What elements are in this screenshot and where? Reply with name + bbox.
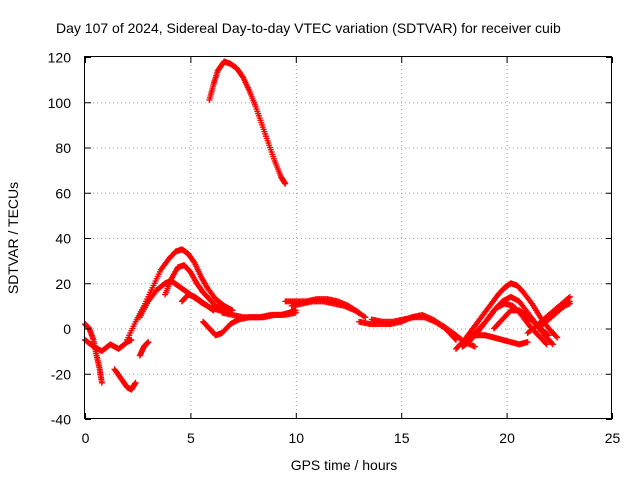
y-tick-label: 80 bbox=[55, 140, 71, 156]
data-point bbox=[524, 339, 531, 346]
data-point bbox=[566, 300, 573, 307]
x-tick-label: 10 bbox=[289, 430, 305, 446]
series-arc-15 bbox=[368, 314, 449, 332]
y-tick-label: 60 bbox=[55, 185, 71, 201]
y-tick-label: -20 bbox=[51, 366, 71, 382]
series-arc-5 bbox=[124, 246, 236, 343]
series-arc-10 bbox=[206, 58, 289, 187]
data-point bbox=[553, 333, 560, 340]
chart-title: Day 107 of 2024, Sidereal Day-to-day VTE… bbox=[56, 20, 561, 36]
data-point bbox=[471, 343, 478, 350]
data-point bbox=[545, 332, 552, 339]
series-arc-20 bbox=[465, 332, 531, 348]
series-arc-11 bbox=[219, 309, 299, 321]
data-point bbox=[544, 331, 551, 338]
y-tick-label: -40 bbox=[51, 412, 71, 428]
series-arc-8 bbox=[178, 291, 217, 314]
data-point bbox=[548, 340, 555, 347]
data-point bbox=[549, 341, 556, 348]
data-point bbox=[543, 341, 550, 348]
x-tick-label: 25 bbox=[605, 430, 621, 446]
data-points bbox=[82, 58, 573, 393]
series-arc-3 bbox=[111, 366, 139, 393]
x-tick-label: 0 bbox=[82, 430, 90, 446]
y-tick-label: 100 bbox=[48, 95, 72, 111]
data-point bbox=[98, 379, 105, 386]
y-tick-label: 40 bbox=[55, 231, 71, 247]
series-arc-7 bbox=[162, 262, 228, 314]
axis-ticks: 0 5 10 15 20 25 -40 -20 0 20 40 60 80 100 120 bbox=[48, 50, 621, 447]
series-arc-24 bbox=[545, 300, 573, 321]
data-point bbox=[145, 339, 152, 346]
series-arc-13 bbox=[288, 298, 369, 321]
data-point bbox=[132, 379, 139, 386]
x-tick-label: 15 bbox=[394, 430, 410, 446]
y-tick-label: 20 bbox=[55, 276, 71, 292]
series-arc-2 bbox=[82, 320, 105, 386]
y-tick-label: 0 bbox=[63, 321, 71, 337]
grid bbox=[85, 57, 612, 419]
x-axis-label: GPS time / hours bbox=[291, 457, 398, 473]
y-axis-label: SDTVAR / TECUs bbox=[5, 182, 21, 294]
data-point bbox=[282, 180, 289, 187]
series-arc-4 bbox=[136, 339, 152, 359]
x-tick-label: 5 bbox=[187, 430, 195, 446]
data-point bbox=[362, 314, 369, 321]
y-tick-label: 120 bbox=[48, 50, 72, 66]
x-tick-label: 20 bbox=[499, 430, 515, 446]
data-point bbox=[292, 309, 299, 316]
data-point bbox=[542, 340, 549, 347]
plot-frame bbox=[84, 56, 612, 419]
data-point bbox=[554, 334, 561, 341]
data-point bbox=[361, 313, 368, 320]
data-point bbox=[210, 307, 217, 314]
